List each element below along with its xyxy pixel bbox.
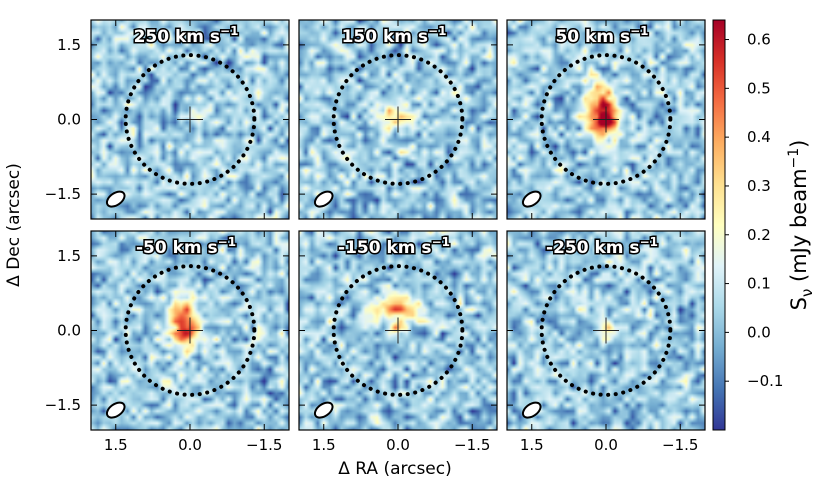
colorbar-gradient (712, 19, 726, 431)
panels-group: 250 km s−1 150 km s−1 50 km s−1 -50 km s−1 -… (90, 19, 706, 431)
beam-ellipse (105, 401, 126, 419)
y-axis-ticks: 1.5 0.0 −1.5 1.5 0.0 −1.5 (45, 36, 81, 414)
aperture-circle (331, 53, 465, 186)
x-tick-label: 0.0 (178, 436, 202, 454)
x-tick-label: −1.5 (454, 436, 490, 454)
colorbar-title: Sν (mJy beam−1) (786, 140, 816, 311)
aperture-circle (331, 264, 465, 397)
velocity-label: 250 km s−1 (134, 24, 239, 47)
colorbar-tick-label: 0.1 (747, 275, 771, 293)
velocity-label: 50 km s−1 (555, 24, 648, 47)
y-tick-label: 0.0 (57, 322, 81, 340)
x-axis-ticks: 1.5 0.0 −1.5 1.5 0.0 −1.5 1.5 0.0 −1.5 (104, 436, 699, 454)
x-tick-label: 1.5 (312, 436, 336, 454)
colorbar-tick-label: 0.6 (747, 31, 771, 49)
colorbar: −0.1 0.0 0.1 0.2 0.3 0.4 0.5 0.6 (712, 19, 783, 431)
velocity-label: -50 km s−1 (136, 235, 236, 258)
beam-ellipse (313, 401, 334, 419)
x-tick-label: 0.0 (594, 436, 618, 454)
beam-ellipse (105, 190, 126, 208)
y-tick-label: 1.5 (57, 247, 81, 265)
y-axis-title: Δ Dec (arcsec) (4, 163, 24, 287)
y-tick-label: 1.5 (57, 36, 81, 54)
beam-ellipse (521, 401, 542, 419)
colorbar-tick-label: 0.3 (747, 177, 771, 195)
channel-map-panel: 150 km s−1 (298, 19, 498, 220)
aperture-circle (123, 53, 257, 186)
channel-map-panel: 250 km s−1 (90, 19, 290, 220)
channel-map-panel: -50 km s−1 (90, 230, 290, 431)
colorbar-tick-label: 0.0 (747, 323, 771, 341)
velocity-label: 150 km s−1 (342, 24, 447, 47)
velocity-label: -250 km s−1 (546, 235, 658, 258)
colorbar-tick-label: −0.1 (747, 372, 783, 390)
x-tick-label: 1.5 (104, 436, 128, 454)
x-axis-title: Δ RA (arcsec) (338, 459, 452, 479)
aperture-circle (539, 264, 673, 397)
x-tick-label: −1.5 (246, 436, 282, 454)
colorbar-tick-label: 0.4 (747, 128, 771, 146)
x-tick-label: 0.0 (386, 436, 410, 454)
colorbar-tick-label: 0.5 (747, 79, 771, 97)
aperture-circle (539, 53, 673, 186)
y-tick-label: −1.5 (45, 396, 81, 414)
beam-ellipse (521, 190, 542, 208)
x-tick-label: 1.5 (520, 436, 544, 454)
beam-ellipse (313, 190, 334, 208)
channel-map-panel: -250 km s−1 (506, 230, 706, 431)
aperture-circle (123, 264, 257, 397)
velocity-label: -150 km s−1 (338, 235, 450, 258)
y-tick-label: 0.0 (57, 111, 81, 129)
channel-map-panel: 50 km s−1 (506, 19, 706, 220)
y-tick-label: −1.5 (45, 185, 81, 203)
colorbar-tick-label: 0.2 (747, 226, 771, 244)
x-tick-label: −1.5 (662, 436, 698, 454)
channel-map-panel: -150 km s−1 (298, 230, 498, 431)
